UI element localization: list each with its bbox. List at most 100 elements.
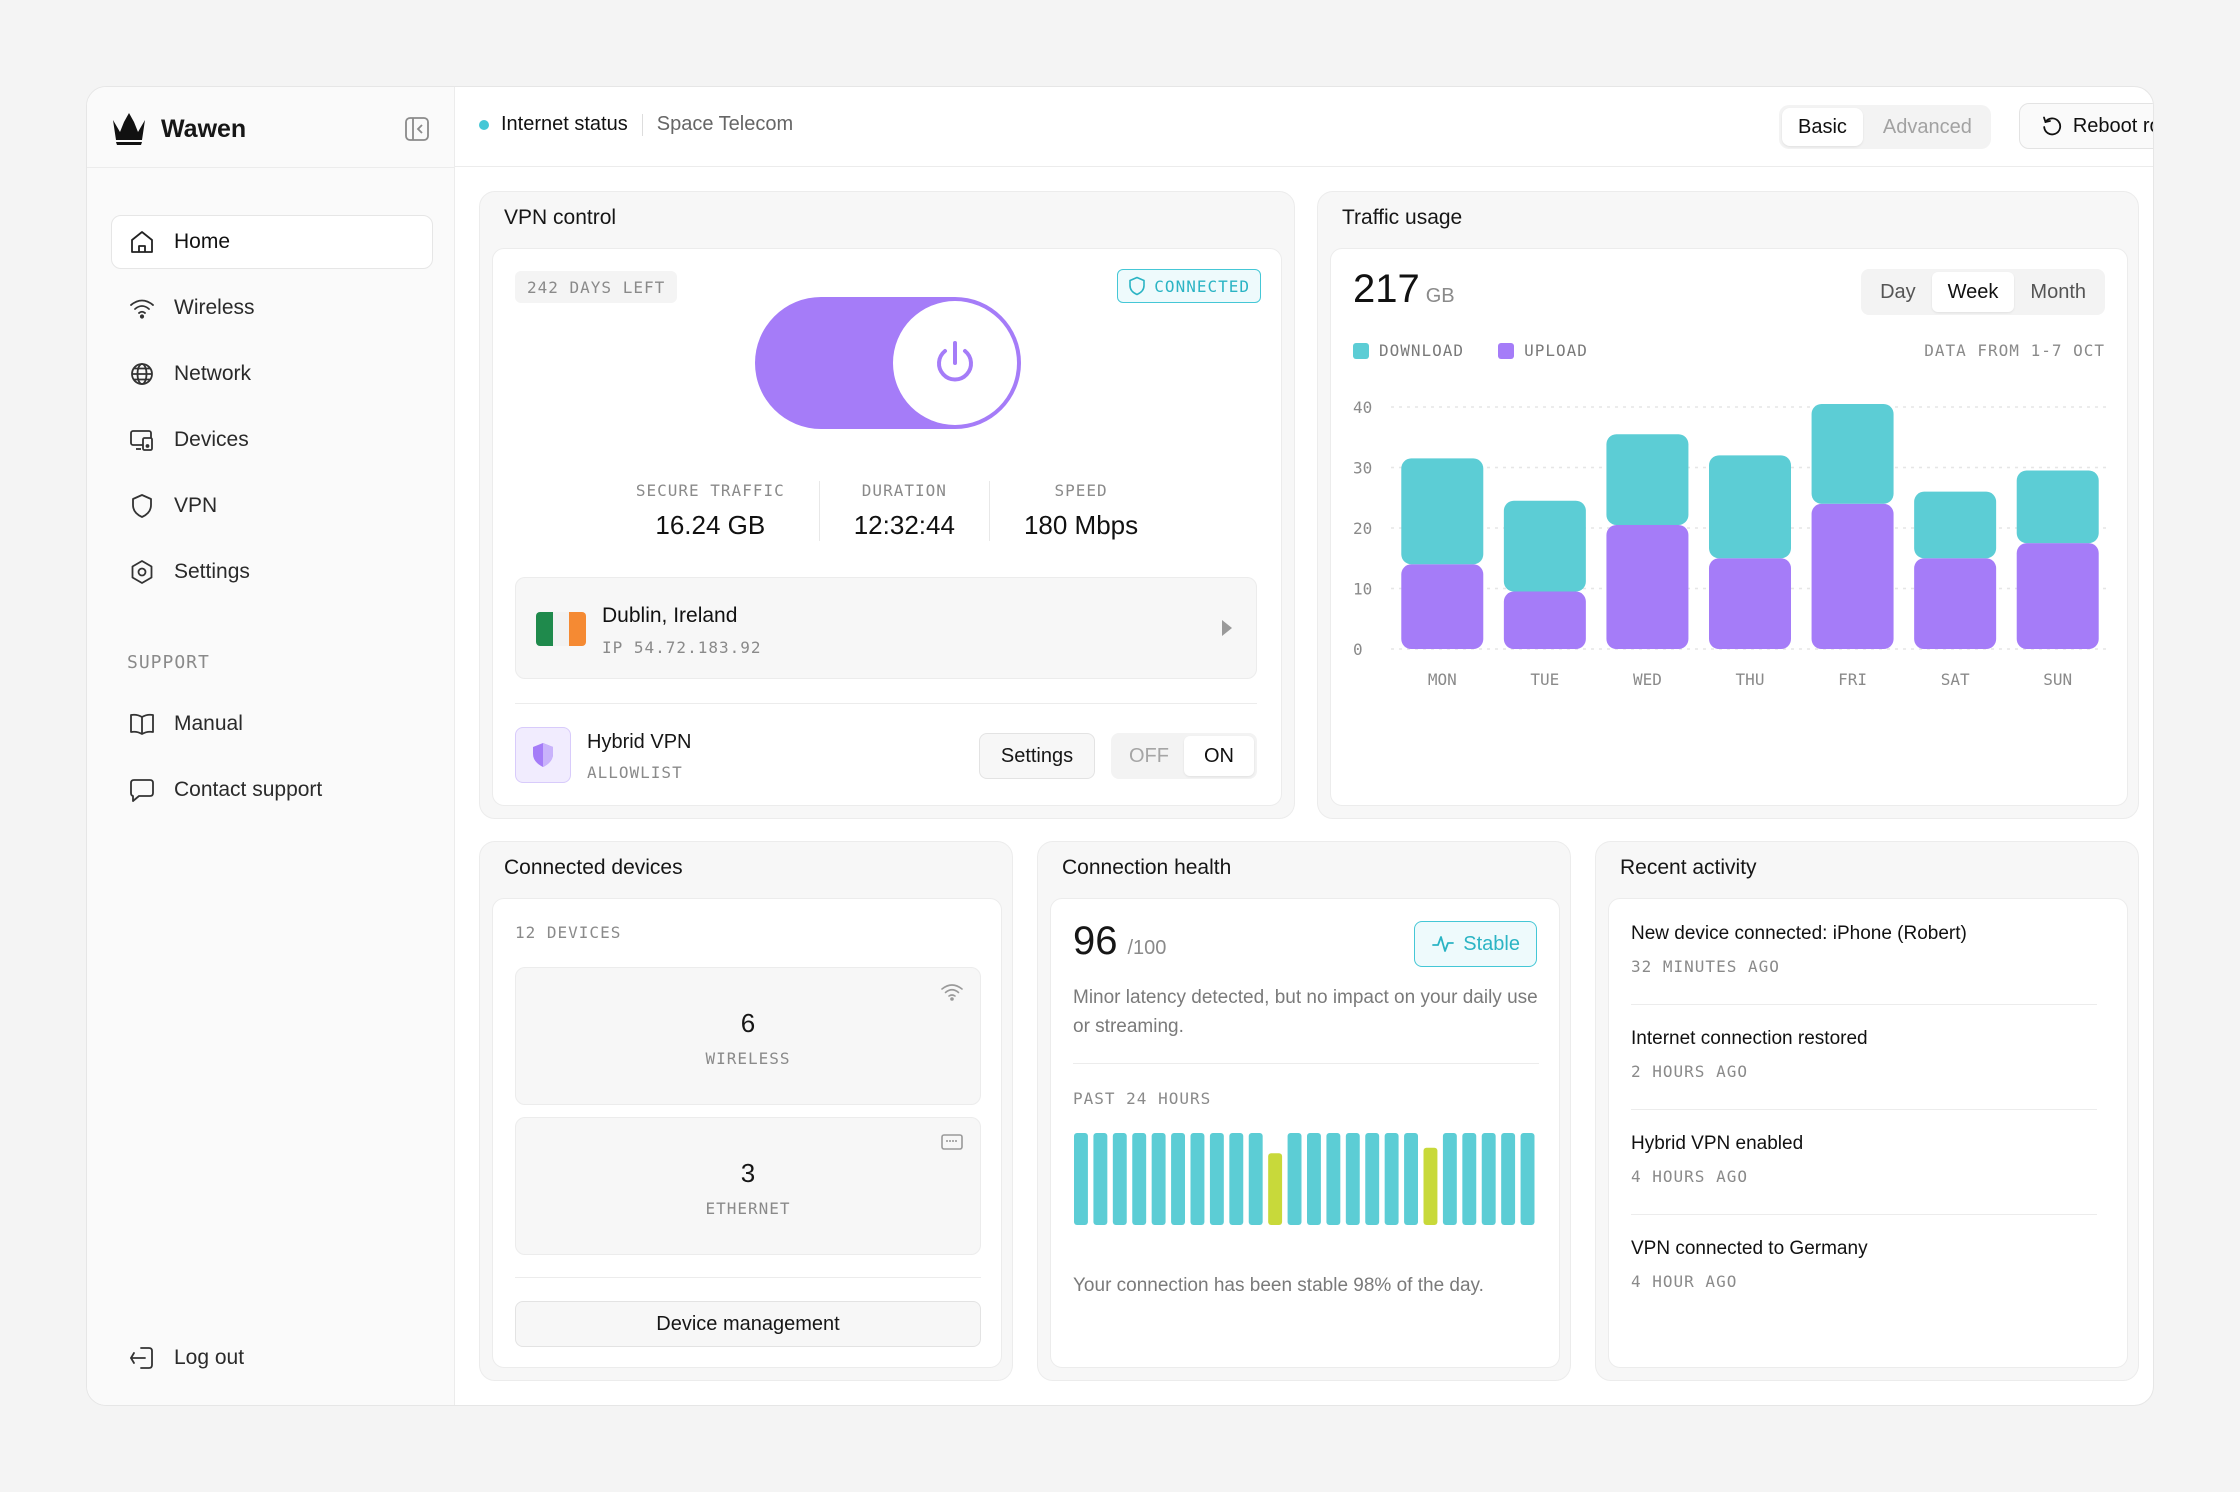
days-left-badge: 242 DAYS LEFT xyxy=(515,271,678,303)
hour-bar xyxy=(1268,1153,1283,1225)
stat-duration: DURATION 12:32:44 xyxy=(818,481,989,541)
legend-label: DOWNLOAD xyxy=(1379,341,1465,360)
collapse-sidebar-button[interactable] xyxy=(403,115,431,143)
support-section-title: SUPPORT xyxy=(127,652,210,673)
wireless-label: WIRELESS xyxy=(705,1049,791,1068)
sidebar-item-devices[interactable]: Devices xyxy=(111,413,433,467)
sidebar-item-home[interactable]: Home xyxy=(111,215,433,269)
crown-logo-icon xyxy=(113,113,145,145)
bar-upload-mon[interactable] xyxy=(1401,564,1484,649)
hour-bar xyxy=(1501,1133,1516,1225)
bar-download-fri[interactable] xyxy=(1811,403,1894,504)
period-week-button[interactable]: Week xyxy=(1931,272,2015,312)
logout-button[interactable]: Log out xyxy=(111,1331,433,1385)
shield-icon xyxy=(132,494,152,518)
bar-download-wed[interactable] xyxy=(1606,434,1689,525)
refresh-icon xyxy=(2042,116,2061,136)
sidebar-item-wireless[interactable]: Wireless xyxy=(111,281,433,335)
health-panel: 96 /100 Stable Minor latency detected, b… xyxy=(1050,898,1560,1368)
hour-bar xyxy=(1171,1133,1185,1225)
internet-status[interactable]: Internet status Space Telecom xyxy=(479,113,793,136)
bar-upload-thu[interactable] xyxy=(1709,558,1791,649)
traffic-bar-chart: 0 10 20 30 40 MON TUE WED THU FRI SAT SUN xyxy=(1353,398,2109,689)
activity-item[interactable]: Hybrid VPN enabled 4 HOURS AGO xyxy=(1631,1133,2097,1215)
total-value: 217 xyxy=(1353,267,1420,311)
score-max: /100 xyxy=(1127,937,1167,959)
activity-title: Hybrid VPN enabled xyxy=(1631,1133,1804,1154)
hour-bar xyxy=(1520,1133,1535,1225)
devices-icon xyxy=(130,430,153,451)
hybrid-on-button[interactable]: ON xyxy=(1184,736,1254,776)
ethernet-devices-tile[interactable]: 3 ETHERNET xyxy=(515,1117,981,1255)
bar-download-sun[interactable] xyxy=(2016,470,2099,544)
bar-download-tue[interactable] xyxy=(1503,500,1586,592)
bar-upload-sun[interactable] xyxy=(2016,543,2099,649)
period-day-button[interactable]: Day xyxy=(1880,280,1916,303)
vpn-power-toggle[interactable] xyxy=(755,297,1021,429)
mode-advanced-button[interactable]: Advanced xyxy=(1882,115,1972,138)
chevron-right-icon xyxy=(1222,620,1232,636)
sidebar-item-manual[interactable]: Manual xyxy=(111,697,433,751)
shield-check-icon xyxy=(533,743,553,767)
ethernet-count: 3 xyxy=(740,1158,756,1188)
card-title: Recent activity xyxy=(1620,856,1757,879)
mode-basic-button[interactable]: Basic xyxy=(1782,108,1863,146)
period-selector: Day Week Month xyxy=(1861,269,2105,315)
activity-item[interactable]: Internet connection restored 2 HOURS AGO xyxy=(1631,1028,2097,1110)
sidebar-item-label: Home xyxy=(174,230,231,253)
brand[interactable]: Wawen xyxy=(111,109,246,149)
activity-panel: New device connected: iPhone (Robert) 32… xyxy=(1608,898,2128,1368)
vpn-location-selector[interactable]: Dublin, Ireland IP 54.72.183.92 xyxy=(515,577,1257,679)
main-nav: Home Wireless Network Devices VPN Settin… xyxy=(111,215,433,611)
bar-download-mon[interactable] xyxy=(1401,458,1484,565)
activity-item[interactable]: VPN connected to Germany 4 HOUR AGO xyxy=(1631,1238,2097,1320)
shield-icon xyxy=(1129,276,1146,296)
stat-value: 12:32:44 xyxy=(853,510,955,540)
wireless-devices-tile[interactable]: 6 WIRELESS xyxy=(515,967,981,1105)
legend-download: DOWNLOAD xyxy=(1353,341,1464,360)
isp-name: Space Telecom xyxy=(656,113,794,135)
activity-item[interactable]: New device connected: iPhone (Robert) 32… xyxy=(1631,923,2097,1005)
x-tick-label: THU xyxy=(1736,670,1765,689)
hybrid-off-button[interactable]: OFF xyxy=(1129,744,1169,767)
globe-icon xyxy=(131,363,153,385)
y-tick-label: 0 xyxy=(1353,640,1363,659)
stable-badge: Stable xyxy=(1414,921,1537,967)
bar-upload-wed[interactable] xyxy=(1606,524,1689,649)
sidebar-item-vpn[interactable]: VPN xyxy=(111,479,433,533)
sidebar-item-label: Wireless xyxy=(174,296,255,319)
ethernet-label: ETHERNET xyxy=(705,1199,791,1218)
chart-legend: DOWNLOAD UPLOAD xyxy=(1353,341,1588,360)
legend-swatch xyxy=(1498,342,1515,359)
hour-bar xyxy=(1287,1133,1302,1225)
connection-health-card: Connection health 96 /100 Stable Minor l… xyxy=(1037,841,1571,1381)
hour-bar xyxy=(1481,1133,1496,1225)
sidebar-item-contact-support[interactable]: Contact support xyxy=(111,763,433,817)
devices-panel: 12 DEVICES 6 WIRELESS 3 ETHERNET Device … xyxy=(492,898,1002,1368)
x-tick-label: SUN xyxy=(2043,670,2072,689)
bar-upload-fri[interactable] xyxy=(1811,503,1894,649)
sidebar-item-settings[interactable]: Settings xyxy=(111,545,433,599)
connected-badge: CONNECTED xyxy=(1117,269,1261,303)
period-month-button[interactable]: Month xyxy=(2030,280,2086,303)
bar-download-thu[interactable] xyxy=(1709,455,1791,559)
vpn-stats: SECURE TRAFFIC 16.24 GB DURATION 12:32:4… xyxy=(493,481,1281,541)
stat-label: DURATION xyxy=(861,481,947,500)
legend-label: UPLOAD xyxy=(1524,341,1588,360)
sidebar-item-network[interactable]: Network xyxy=(111,347,433,401)
hour-bar xyxy=(1229,1133,1244,1225)
device-management-button[interactable]: Device management xyxy=(515,1301,981,1347)
reboot-label: Reboot router xyxy=(2072,114,2153,137)
sidebar-item-label: Settings xyxy=(174,560,250,583)
ireland-flag-icon xyxy=(536,612,586,646)
bar-upload-sat[interactable] xyxy=(1914,558,1997,649)
bar-download-sat[interactable] xyxy=(1914,491,1997,559)
reboot-router-button[interactable]: Reboot router xyxy=(2019,103,2153,149)
card-title: Connected devices xyxy=(504,856,683,879)
stat-value: 16.24 GB xyxy=(655,510,766,540)
device-count: 12 DEVICES xyxy=(515,923,622,942)
topbar: Internet status Space Telecom Basic Adva… xyxy=(455,87,2153,167)
y-tick-label: 40 xyxy=(1353,398,1372,417)
hybrid-settings-button[interactable]: Settings xyxy=(979,733,1095,779)
bar-upload-tue[interactable] xyxy=(1503,591,1586,649)
